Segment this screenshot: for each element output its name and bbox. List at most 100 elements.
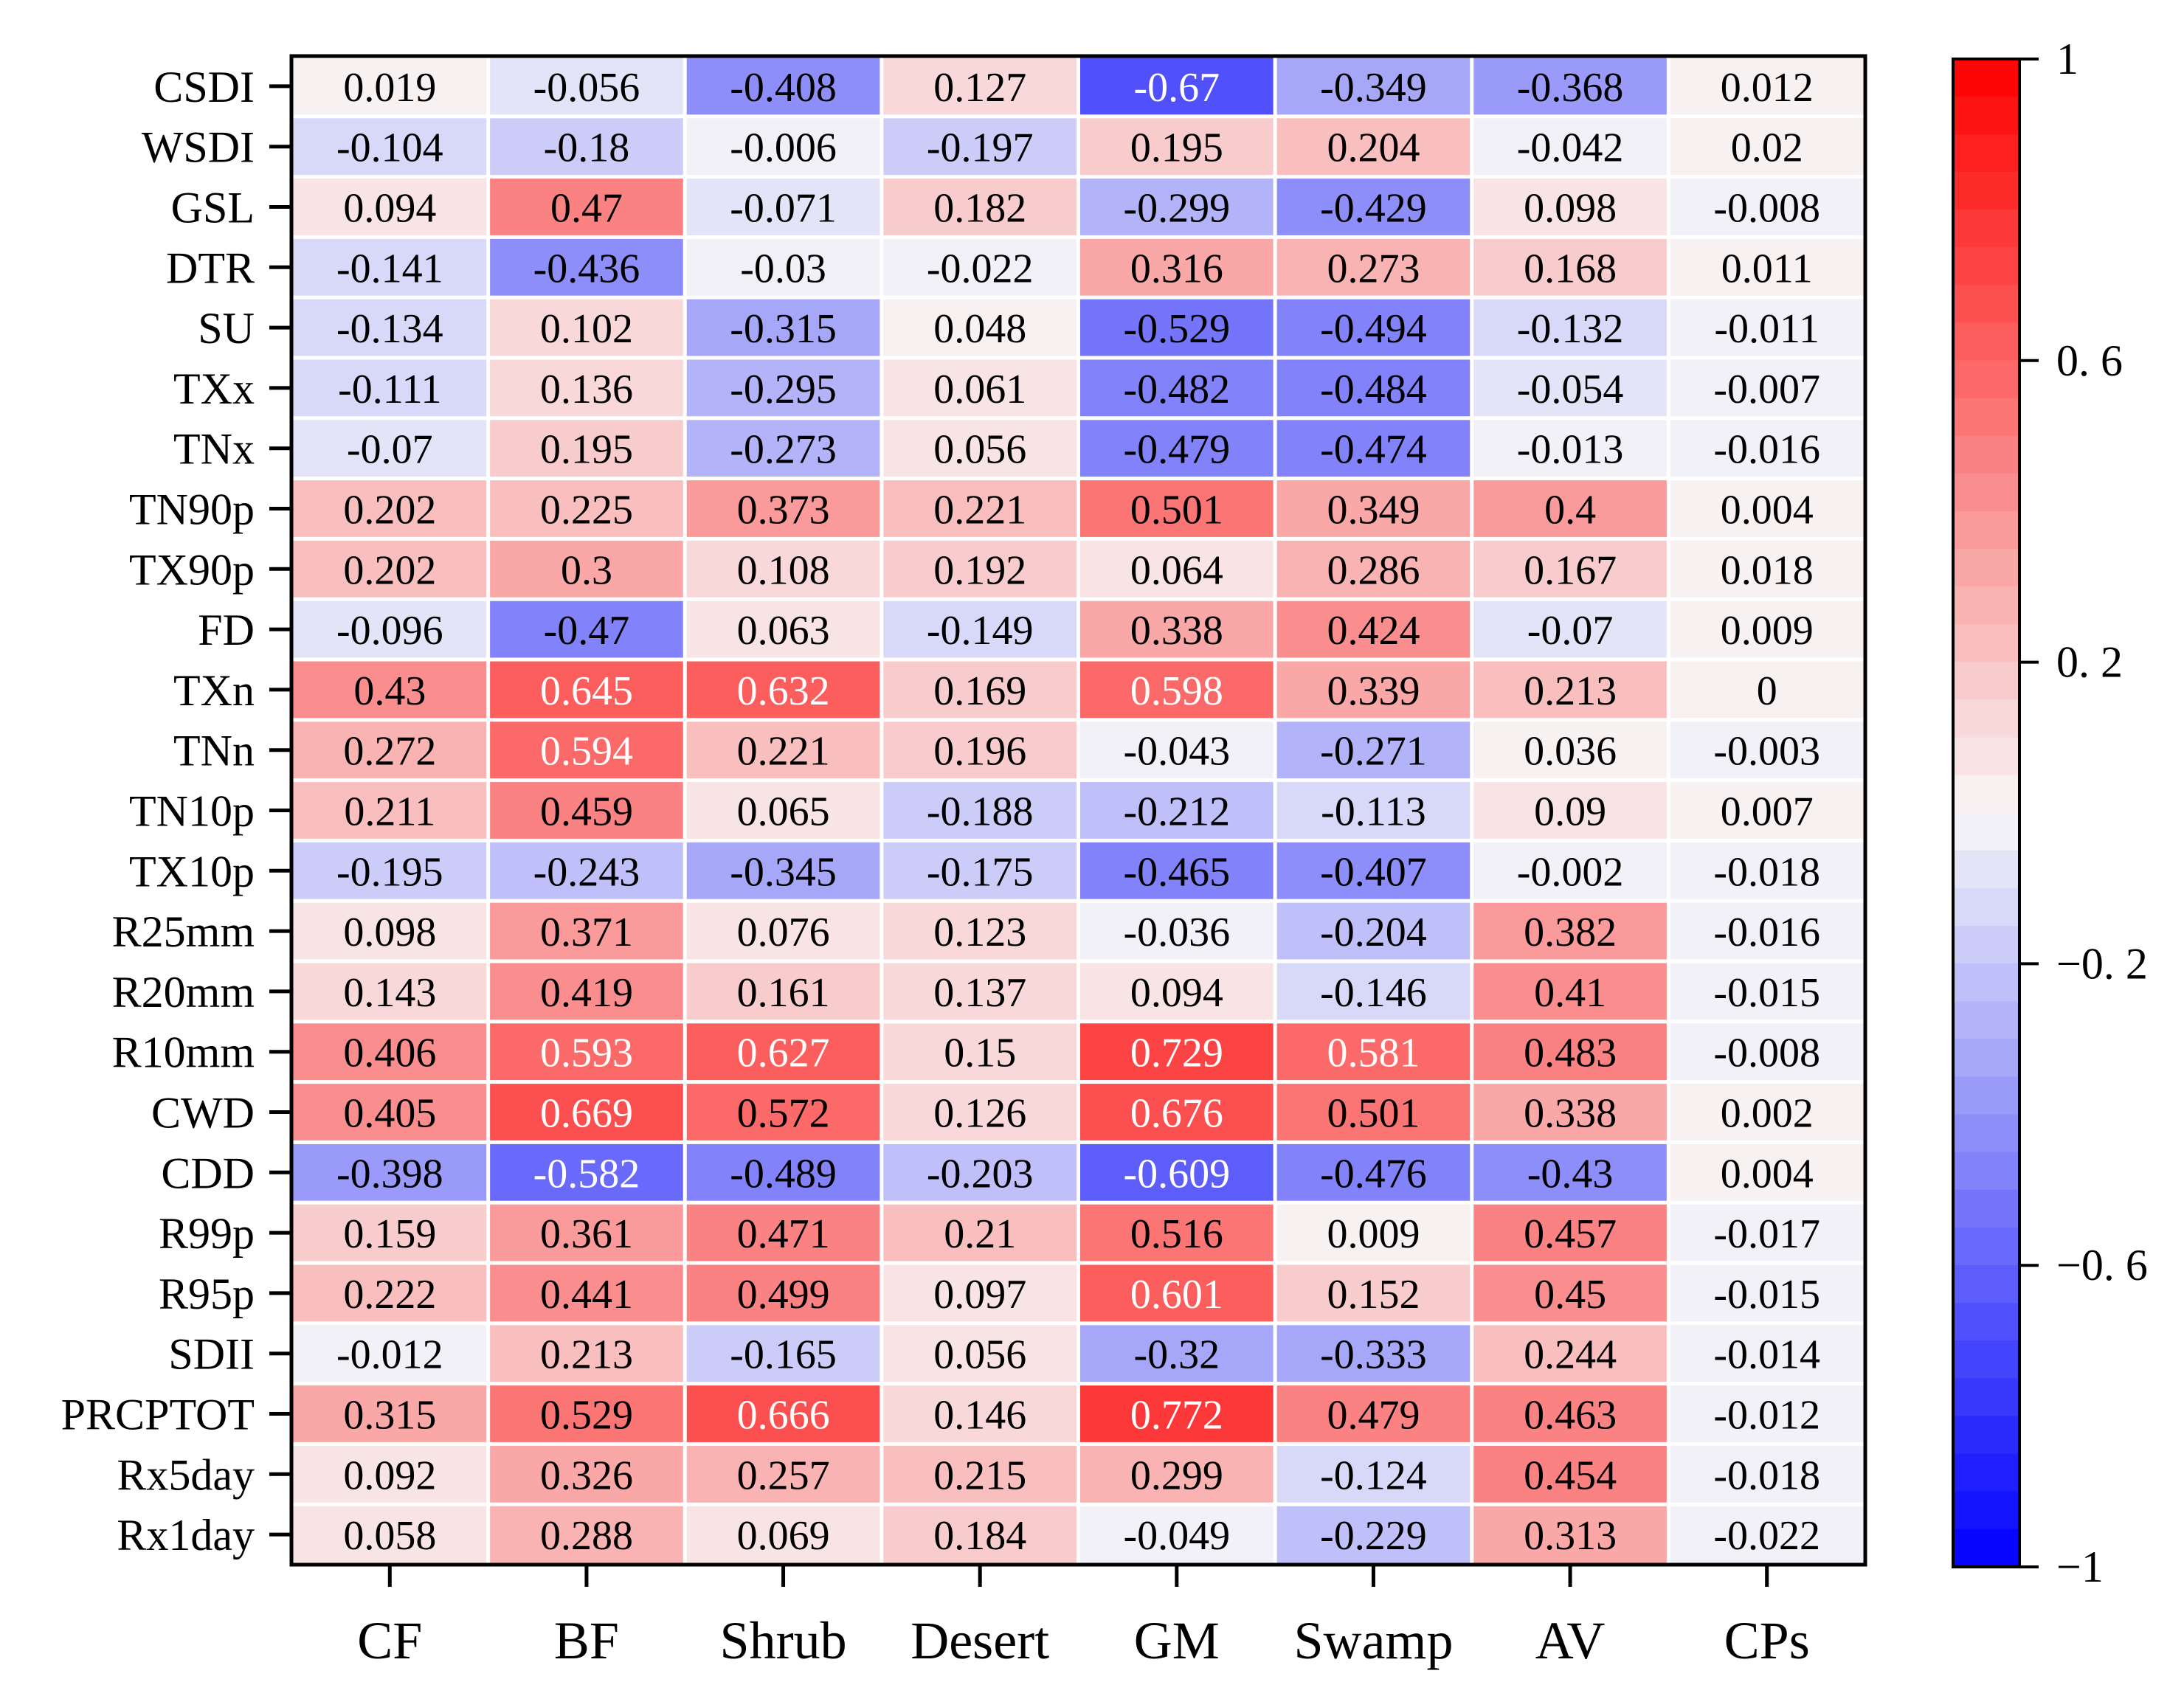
heatmap-cell — [1080, 540, 1274, 598]
heatmap-cell — [1473, 842, 1667, 899]
cell-value-label: -0.299 — [1123, 186, 1230, 232]
heatmap-cell — [490, 963, 683, 1020]
heatmap-cell — [686, 540, 880, 598]
cell-value-label: 0.169 — [933, 668, 1026, 714]
cell-value-label: 0.184 — [933, 1513, 1026, 1559]
heatmap-cell — [1473, 1023, 1667, 1081]
heatmap-cell — [686, 963, 880, 1020]
cell-value-label: 0.729 — [1130, 1031, 1223, 1076]
heatmap-cell — [1276, 1023, 1471, 1081]
heatmap-cell — [1473, 1325, 1667, 1382]
cell-value-label: -0.188 — [927, 789, 1034, 835]
heatmap-cell — [490, 1143, 683, 1201]
heatmap-cell — [293, 480, 487, 537]
cell-value-label: -0.018 — [1713, 1453, 1820, 1498]
y-tick-label: FD — [198, 606, 255, 654]
cell-value-label: 0.108 — [737, 547, 830, 593]
cell-value-label: -0.013 — [1517, 427, 1624, 473]
heatmap-cell — [293, 1445, 487, 1503]
heatmap-cell — [686, 902, 880, 960]
cell-value-label: 0.4 — [1544, 488, 1596, 533]
cell-value-label: 0.195 — [1130, 125, 1223, 171]
cell-value-label: 0.516 — [1130, 1211, 1223, 1257]
heatmap-cell — [490, 359, 683, 417]
cell-value-label: 0.161 — [737, 970, 830, 1016]
cell-value-label: 0.479 — [1327, 1393, 1420, 1439]
cell-value-label: -0.104 — [336, 125, 443, 171]
cell-value-label: 0.098 — [343, 910, 436, 955]
heatmap-cell — [883, 1143, 1077, 1201]
heatmap-cell — [1473, 1445, 1667, 1503]
heatmap-cell — [1276, 1204, 1471, 1261]
heatmap-cell — [1276, 420, 1471, 477]
heatmap-cell — [1080, 721, 1274, 779]
heatmap-cell — [490, 118, 683, 176]
heatmap-cell — [1473, 420, 1667, 477]
colorbar-tick-label: 0. 6 — [2056, 336, 2123, 385]
heatmap-cell — [1276, 721, 1471, 779]
heatmap-cell — [293, 540, 487, 598]
cell-value-label: 0.572 — [737, 1091, 830, 1137]
heatmap-cell — [1473, 1143, 1667, 1201]
heatmap-cell — [686, 299, 880, 356]
heatmap-cell — [1670, 1023, 1864, 1081]
cell-value-label: -0.022 — [927, 246, 1034, 291]
cell-value-label: -0.054 — [1517, 367, 1624, 412]
cell-value-label: 0.064 — [1130, 547, 1223, 593]
cell-value-label: -0.474 — [1320, 427, 1427, 473]
cell-value-label: 0.215 — [933, 1453, 1026, 1498]
colorbar-segment — [1953, 96, 2019, 135]
heatmap-cell — [293, 1143, 487, 1201]
heatmap-cell — [1080, 902, 1274, 960]
heatmap-cell — [1670, 1204, 1864, 1261]
heatmap-cell — [490, 661, 683, 719]
cell-value-label: -0.015 — [1713, 1272, 1820, 1318]
cell-value-label: -0.132 — [1517, 306, 1624, 352]
heatmap-cell — [490, 1204, 683, 1261]
heatmap-cell — [1670, 1264, 1864, 1322]
cell-value-label: -0.124 — [1320, 1453, 1427, 1498]
heatmap-cell — [883, 58, 1077, 115]
cell-value-label: 0.159 — [343, 1211, 436, 1257]
heatmap-cell — [1276, 1385, 1471, 1442]
colorbar-segment — [1953, 699, 2019, 738]
cell-value-label: 0.406 — [343, 1031, 436, 1076]
cell-value-label: 0.196 — [933, 729, 1026, 775]
heatmap-cell — [1670, 299, 1864, 356]
colorbar-segment — [1953, 1453, 2019, 1492]
colorbar-tick-label: 1 — [2056, 35, 2078, 83]
heatmap-cell — [1473, 58, 1667, 115]
heatmap-cell — [490, 721, 683, 779]
colorbar-segment — [1953, 1491, 2019, 1530]
colorbar-segment — [1953, 398, 2019, 437]
heatmap-cell — [686, 238, 880, 296]
heatmap-cell — [1080, 661, 1274, 719]
colorbar-segment — [1953, 1039, 2019, 1077]
colorbar-tick-label: −0. 2 — [2056, 939, 2148, 988]
heatmap-cell — [1670, 902, 1864, 960]
cell-value-label: 0.195 — [540, 427, 633, 473]
cell-value-label: 0.338 — [1130, 608, 1223, 654]
y-tick-label: DTR — [166, 243, 255, 292]
cell-value-label: -0.146 — [1320, 970, 1427, 1016]
colorbar-segment — [1953, 360, 2019, 399]
y-tick-label: Rx1day — [117, 1511, 255, 1560]
cell-value-label: 0.594 — [540, 729, 633, 775]
colorbar-segment — [1953, 812, 2019, 851]
cell-value-label: 0.501 — [1327, 1091, 1420, 1137]
cell-value-label: 0.126 — [933, 1091, 1026, 1137]
cell-value-label: -0.018 — [1713, 849, 1820, 895]
cell-value-label: 0.102 — [540, 306, 633, 352]
cell-value-label: 0.316 — [1130, 246, 1223, 291]
heatmap-cell — [1080, 1506, 1274, 1563]
heatmap-cell — [1473, 238, 1667, 296]
x-tick-label: CF — [357, 1611, 422, 1670]
heatmap-cell — [1276, 118, 1471, 176]
cell-value-label: 0.627 — [737, 1031, 830, 1076]
cell-value-label: 0.182 — [933, 186, 1026, 232]
y-tick-label: TX10p — [129, 847, 255, 896]
heatmap-cell — [686, 480, 880, 537]
heatmap-cell — [490, 902, 683, 960]
heatmap-cell — [686, 58, 880, 115]
y-tick-label: Rx5day — [117, 1450, 255, 1499]
